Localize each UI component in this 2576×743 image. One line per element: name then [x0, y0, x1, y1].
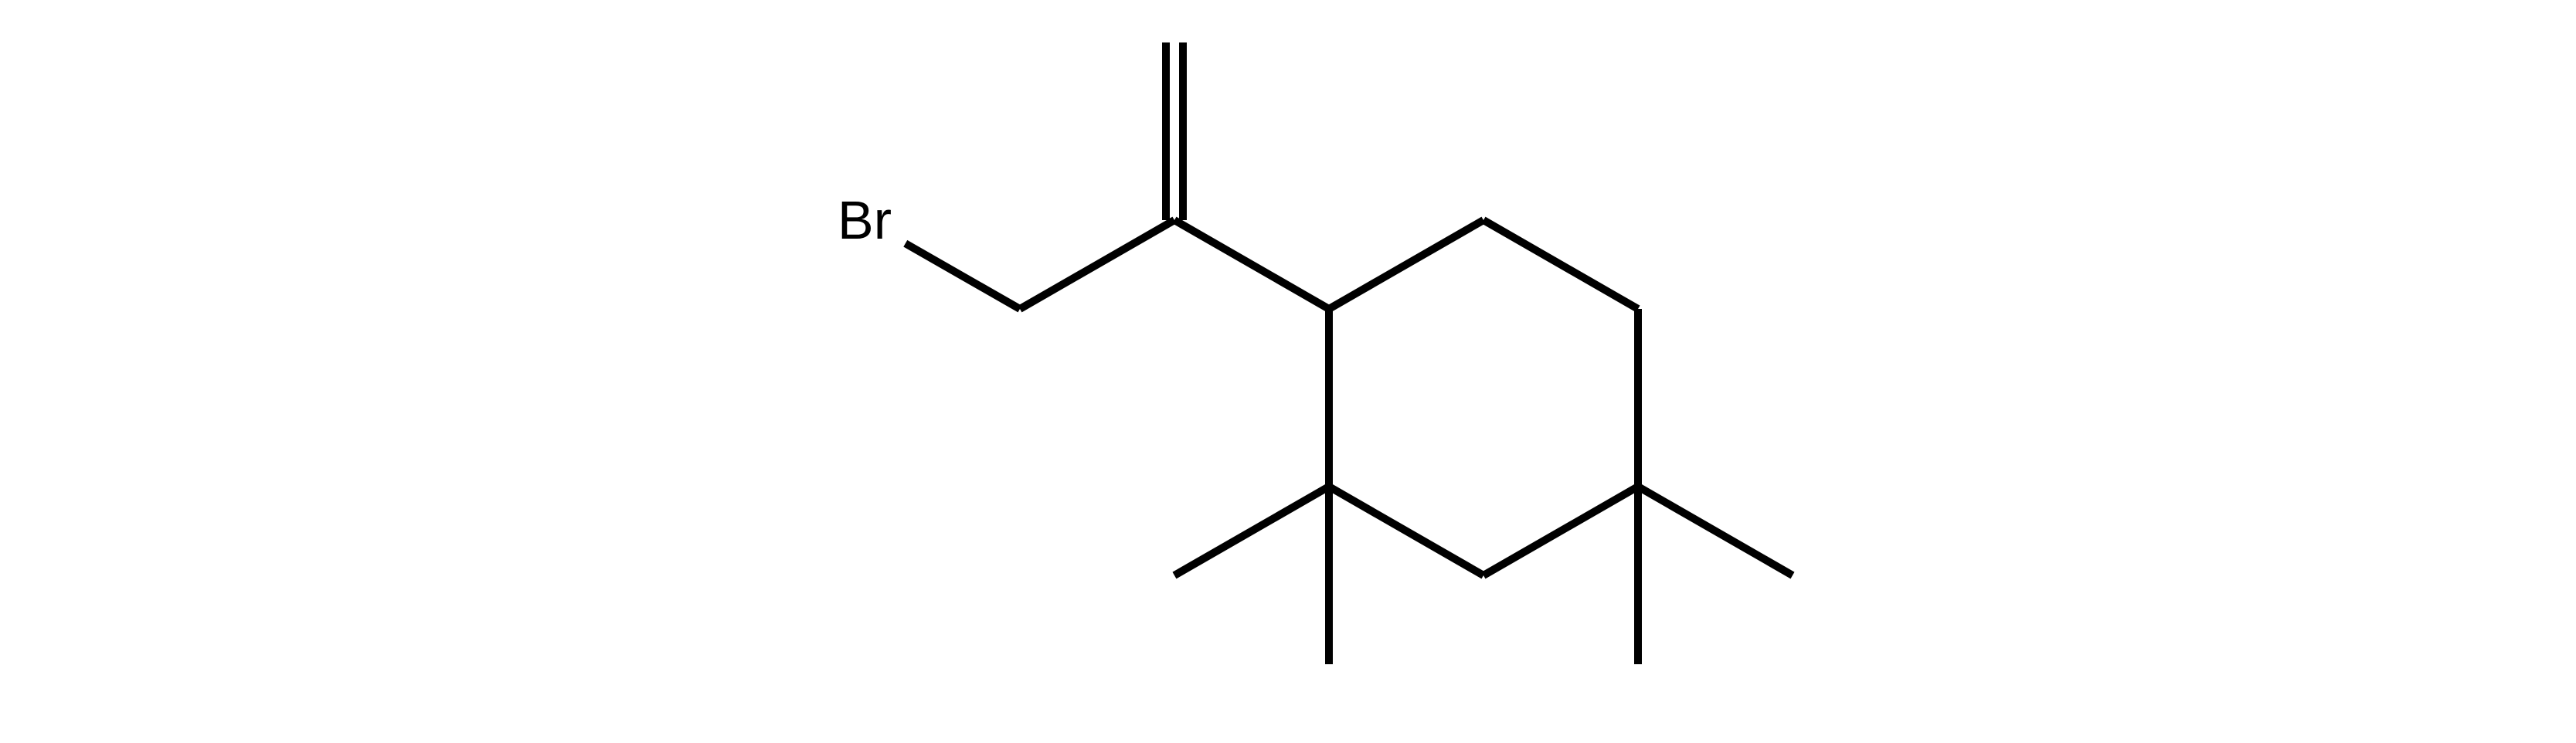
atom-label-br: Br — [831, 189, 898, 251]
molecule-svg — [0, 0, 2576, 743]
bond-line — [906, 243, 1020, 309]
bond-line — [1483, 220, 1638, 309]
bond-line — [1174, 220, 1329, 309]
molecule-canvas: Br — [0, 0, 2576, 743]
bond-line — [1020, 220, 1174, 309]
bond-line — [1329, 220, 1483, 309]
bond-line — [1174, 487, 1329, 575]
bond-line — [1329, 487, 1483, 575]
bond-line — [1638, 487, 1793, 575]
bond-line — [1483, 487, 1638, 575]
